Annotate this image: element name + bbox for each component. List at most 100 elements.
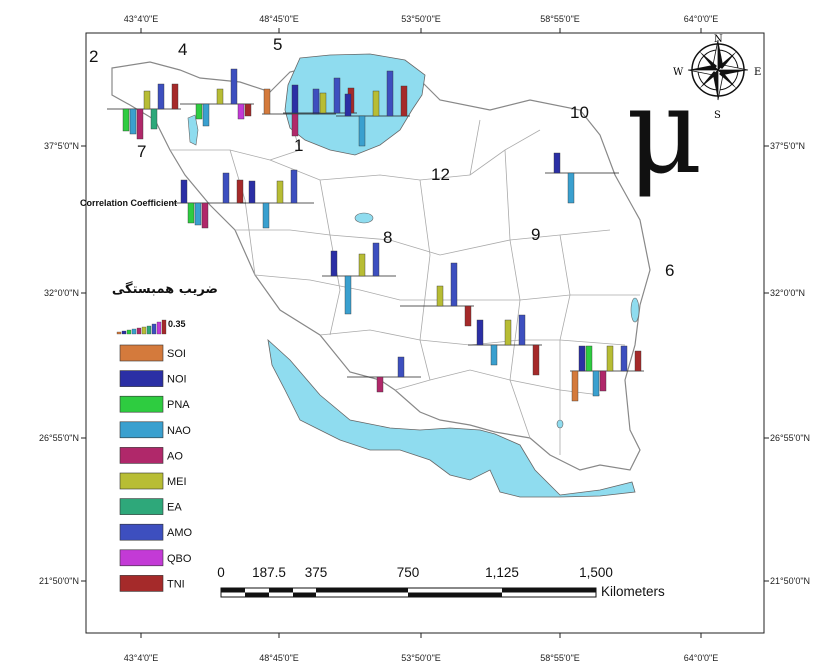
scale-tick-label: 1,125 bbox=[485, 565, 519, 580]
legend-scale-bar bbox=[136, 327, 142, 335]
bar-amo-region-5 bbox=[312, 88, 320, 115]
top-tick-label: 64°0'0"E bbox=[684, 14, 719, 24]
legend-title-persian: ضریب همبستگی bbox=[112, 281, 218, 297]
right-tick-label: 21°50'0"N bbox=[770, 576, 810, 586]
scale-bar: 0 187.5 375 750 1,125 1,500 Kilometers bbox=[217, 565, 665, 599]
lake-urmia bbox=[187, 114, 199, 146]
scale-tick-label: 0 bbox=[217, 565, 225, 580]
compass-rose-icon: N S E W bbox=[673, 34, 761, 121]
bar-tni-region-4 bbox=[244, 103, 252, 117]
legend-scale-bar bbox=[141, 326, 147, 335]
bar-soi-region-6 bbox=[571, 370, 579, 402]
scale-unit: Kilometers bbox=[601, 584, 665, 599]
bar-tni-region-12 bbox=[464, 305, 472, 327]
bar-tni-region-2 bbox=[171, 83, 179, 110]
region-number: 10 bbox=[570, 103, 589, 122]
bar-tni-region-7 bbox=[236, 179, 244, 204]
bar-mei-region-1 bbox=[319, 92, 327, 114]
region-number: 9 bbox=[531, 225, 540, 244]
region-number: 7 bbox=[137, 142, 146, 161]
bar-amo-region-4 bbox=[230, 68, 238, 105]
bar-nao-region-6 bbox=[592, 370, 600, 397]
right-tick-label: 32°0'0"N bbox=[770, 288, 805, 298]
bar-noi-region-10 bbox=[553, 152, 561, 174]
bar-group-region-7 bbox=[172, 172, 246, 229]
left-tick-label: 37°5'0"N bbox=[44, 141, 79, 151]
province-boundaries bbox=[170, 119, 640, 455]
bar-pna-region-6 bbox=[585, 345, 593, 372]
bar-ao-region-5 bbox=[291, 113, 299, 137]
scale-tick-label: 187.5 bbox=[252, 565, 286, 580]
region-number: 1 bbox=[294, 136, 303, 155]
region-number: 12 bbox=[431, 165, 450, 184]
left-tick-label: 32°0'0"N bbox=[44, 288, 79, 298]
bar-pna-region-2 bbox=[122, 108, 130, 132]
legend-scale-value: 0.35 bbox=[168, 319, 186, 329]
bar-group-region-3 bbox=[336, 70, 410, 147]
bar-qbo-region-4 bbox=[237, 103, 245, 120]
legend-swatch-mei bbox=[119, 472, 164, 490]
bar-amo-region-3 bbox=[386, 70, 394, 117]
legend-swatch-qbo bbox=[119, 549, 164, 567]
bar-ao-region-6 bbox=[599, 370, 607, 392]
top-tick-label: 48°45'0"E bbox=[259, 14, 299, 24]
legend-swatch-pna bbox=[119, 395, 164, 413]
legend-swatch-noi bbox=[119, 370, 164, 387]
bar-mei-region-6 bbox=[606, 345, 614, 372]
legend: Correlation Coefficient ضریب همبستگی 0.3… bbox=[80, 198, 218, 592]
legend-scale-bar bbox=[131, 328, 137, 335]
compass-north: N bbox=[714, 34, 723, 45]
bar-mei-region-2 bbox=[143, 90, 151, 110]
legend-label-tni: TNI bbox=[167, 578, 185, 590]
bar-mei-region-8 bbox=[358, 253, 366, 277]
scale-tick-label: 750 bbox=[397, 565, 420, 580]
bar-ea-region-2 bbox=[150, 108, 158, 130]
top-tick-label: 43°4'0"E bbox=[124, 14, 159, 24]
compass-east: E bbox=[754, 67, 761, 78]
region-number: 5 bbox=[273, 35, 282, 54]
bar-amo-region-7 bbox=[222, 172, 230, 204]
left-tick-label: 26°55'0"N bbox=[39, 433, 79, 443]
bar-mei-region-4 bbox=[216, 88, 224, 105]
legend-scale-bar bbox=[121, 330, 127, 335]
bar-noi-region-7 bbox=[180, 179, 188, 204]
bar-noi-region-3 bbox=[344, 93, 352, 117]
bar-group-region-10 bbox=[545, 152, 619, 204]
lake bbox=[556, 419, 564, 429]
legend-swatch-amo bbox=[119, 523, 164, 541]
bar-ao-region-7 bbox=[201, 202, 209, 229]
legend-scale-bar bbox=[161, 319, 167, 335]
legend-scale-bar bbox=[116, 331, 122, 335]
bar-group-region-13 bbox=[347, 356, 421, 393]
north-arrow-glyph: μ bbox=[626, 62, 703, 200]
map-frame bbox=[85, 32, 765, 634]
bar-amo-region-6 bbox=[620, 345, 628, 372]
legend-items: SOI NOI PNA NAO AO MEI EA AMO QBO TNI bbox=[119, 344, 193, 592]
legend-swatch-soi bbox=[119, 344, 164, 362]
legend-swatch-nao bbox=[119, 421, 164, 439]
bar-mei-region-3 bbox=[372, 90, 380, 117]
legend-scale-bar bbox=[126, 329, 132, 335]
legend-swatch-tni bbox=[119, 575, 164, 592]
bottom-tick-label: 48°45'0"E bbox=[259, 653, 299, 663]
compass-west: W bbox=[673, 67, 684, 78]
top-tick-label: 53°50'0"E bbox=[401, 14, 441, 24]
bar-nao-region-10 bbox=[567, 172, 575, 204]
bar-group-region-12 bbox=[400, 262, 474, 327]
compass-south: S bbox=[714, 110, 721, 121]
bottom-tick-label: 64°0'0"E bbox=[684, 653, 719, 663]
left-tick-label: 21°50'0"N bbox=[39, 576, 79, 586]
legend-label-noi: NOI bbox=[167, 374, 187, 386]
scale-tick-label: 375 bbox=[305, 565, 328, 580]
bar-amo-region-12 bbox=[450, 262, 458, 307]
legend-label-amo: AMO bbox=[167, 527, 193, 539]
bar-pna-region-7 bbox=[187, 202, 195, 224]
top-coordinate-ticks: 43°4'0"E 48°45'0"E 53°50'0"E 58°55'0"E 6… bbox=[124, 14, 719, 33]
bar-tni-region-3 bbox=[400, 85, 408, 117]
bar-amo-region-11 bbox=[290, 169, 298, 204]
bar-nao-region-3 bbox=[358, 115, 366, 147]
legend-label-nao: NAO bbox=[167, 425, 191, 437]
bar-pna-region-4 bbox=[195, 103, 203, 120]
bar-mei-region-11 bbox=[276, 180, 284, 204]
